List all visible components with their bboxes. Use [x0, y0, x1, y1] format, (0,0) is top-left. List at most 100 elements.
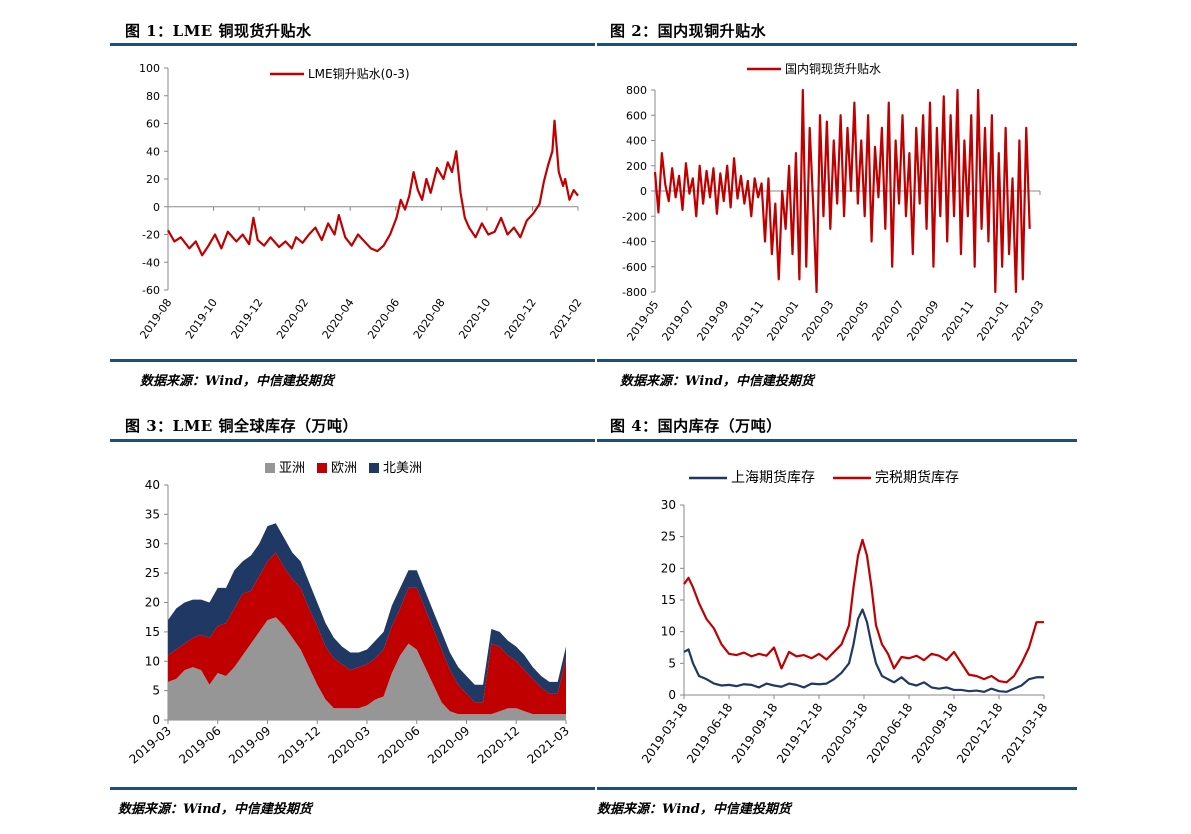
- y-tick-label: -40: [142, 256, 160, 269]
- x-tick-label: 2020-09: [904, 298, 941, 343]
- y-tick-label: 30: [145, 537, 160, 551]
- legend-label: 上海期货库存: [731, 469, 815, 486]
- y-tick-label: 100: [139, 62, 160, 75]
- line-series: [683, 608, 1044, 693]
- area-series: [168, 617, 566, 720]
- y-tick-label: 20: [661, 561, 676, 575]
- x-tick-label: 2020-12: [502, 296, 539, 341]
- x-tick-label: 2019-09: [226, 724, 273, 767]
- fig4-top-rule: [597, 439, 1077, 442]
- y-tick-label: 25: [145, 566, 160, 580]
- fig2-source: 数据来源：Wind，中信建投期货: [620, 374, 814, 389]
- fig4-chart: 30 25 20 15 10 5 02019-03-182019-06-182019-09-…: [639, 469, 1050, 766]
- y-tick-label: 0: [668, 688, 676, 702]
- x-tick-label: 2020-06-18: [864, 701, 915, 766]
- x-tick-label: 2021-03: [525, 724, 572, 767]
- y-tick-label: 0: [153, 201, 160, 214]
- y-tick-label: 600: [626, 109, 647, 122]
- legend-swatch: [265, 463, 275, 473]
- y-tick-label: 10: [661, 625, 676, 639]
- y-tick-label: 15: [145, 625, 160, 639]
- y-tick-label: 5: [152, 684, 160, 698]
- y-tick-label: 400: [626, 135, 647, 148]
- y-tick-label: -200: [622, 210, 647, 223]
- y-tick-label: 30: [661, 498, 676, 512]
- y-tick-label: 15: [661, 593, 676, 607]
- x-tick-label: 2020-12: [475, 724, 522, 767]
- x-tick-label: 2020-02: [274, 296, 311, 341]
- x-tick-label: 2020-06: [365, 296, 402, 341]
- x-tick-label: 2020-09: [425, 724, 472, 767]
- x-tick-label: 2020-11: [939, 298, 976, 343]
- y-tick-label: 5: [668, 656, 676, 670]
- fig1-title: 图 1：LME 铜现货升贴水: [125, 22, 312, 40]
- x-tick-label: 2020-12-18: [954, 701, 1005, 766]
- fig4-title: 图 4：国内库存（万吨）: [610, 417, 782, 435]
- x-tick-label: 2019-12: [229, 296, 266, 341]
- line-series: [167, 119, 579, 257]
- x-tick-label: 2019-06: [176, 724, 223, 767]
- line-series: [653, 88, 1031, 294]
- fig3-source: 数据来源：Wind，中信建投期货: [118, 802, 312, 817]
- x-tick-label: 2020-09-18: [909, 701, 960, 766]
- x-tick-label: 2020-03-18: [819, 701, 870, 766]
- legend-label: 完税期货库存: [875, 469, 959, 486]
- x-tick-label: 2021-03-18: [999, 701, 1050, 766]
- x-tick-label: 2019-03-18: [639, 701, 690, 766]
- x-tick-label: 2020-03: [326, 724, 373, 767]
- fig3-title: 图 3：LME 铜全球库存（万吨）: [125, 417, 358, 435]
- legend-label: 北美洲: [383, 461, 422, 476]
- x-tick-label: 2020-03: [799, 298, 836, 343]
- y-tick-label: -600: [622, 261, 647, 274]
- y-tick-label: -800: [622, 286, 647, 299]
- y-tick-label: -400: [622, 236, 647, 249]
- x-tick-label: 2020-07: [869, 298, 906, 343]
- y-tick-label: 25: [661, 530, 676, 544]
- y-tick-label: 20: [146, 173, 160, 186]
- x-tick-label: 2020-08: [411, 296, 448, 341]
- y-tick-label: 200: [626, 160, 647, 173]
- y-tick-label: 60: [146, 118, 160, 131]
- fig3-top-rule: [110, 439, 595, 442]
- x-tick-label: 2019-03: [127, 724, 174, 767]
- fig1-source: 数据来源：Wind，中信建投期货: [140, 374, 334, 389]
- fig2-top-rule: [597, 43, 1077, 46]
- y-tick-label: 35: [145, 507, 160, 521]
- y-tick-label: 0: [640, 185, 647, 198]
- x-tick-label: 2019-05: [624, 298, 661, 343]
- x-tick-label: 2020-05: [834, 298, 871, 343]
- fig4-bottom-rule: [597, 787, 1077, 790]
- x-tick-label: 2020-06: [375, 724, 422, 767]
- x-tick-label: 2019-10: [183, 296, 220, 341]
- legend-swatch: [369, 463, 379, 473]
- x-tick-label: 2019-07: [659, 298, 696, 343]
- x-tick-label: 2019-09: [694, 298, 731, 343]
- fig3-bottom-rule: [110, 787, 595, 790]
- line-series: [683, 538, 1044, 684]
- legend-label: 亚洲: [279, 461, 305, 476]
- fig1-top-rule: [110, 43, 595, 46]
- x-tick-label: 2020-04: [320, 296, 357, 341]
- y-tick-label: 40: [146, 145, 160, 158]
- x-tick-label: 2019-09-18: [729, 701, 780, 766]
- legend-label: 国内铜现货升贴水: [785, 61, 881, 76]
- x-tick-label: 2020-10: [456, 296, 493, 341]
- x-tick-label: 2019-06-18: [684, 701, 735, 766]
- fig2-chart: 8006004002000-200-400-600-8002019-052019…: [622, 61, 1046, 343]
- y-tick-label: 0: [152, 713, 160, 727]
- fig2-title: 图 2：国内现铜升贴水: [610, 22, 767, 40]
- fig2-bottom-rule: [597, 359, 1077, 362]
- y-tick-label: 80: [146, 90, 160, 103]
- fig4-source: 数据来源：Wind，中信建投期货: [597, 802, 791, 817]
- x-tick-label: 2021-02: [547, 296, 584, 341]
- legend-label: LME铜升贴水(0-3): [308, 66, 410, 81]
- x-tick-label: 2019-12-18: [774, 701, 825, 766]
- fig1-bottom-rule: [110, 359, 595, 362]
- x-tick-label: 2021-03: [1009, 298, 1046, 343]
- x-tick-label: 2020-01: [764, 298, 801, 343]
- x-tick-label: 2019-08: [137, 296, 174, 341]
- y-tick-label: 20: [145, 596, 160, 610]
- y-tick-label: 800: [626, 84, 647, 97]
